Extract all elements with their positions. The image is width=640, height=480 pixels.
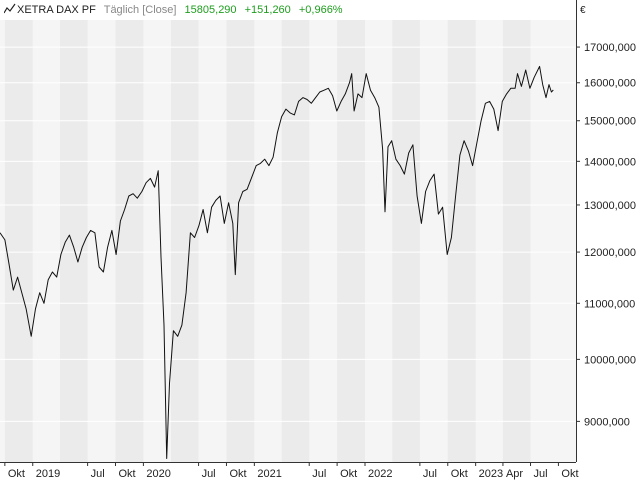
period-label[interactable]: Täglich [Close] xyxy=(103,4,177,16)
x-tick-label: Okt xyxy=(229,468,246,480)
quarter-band xyxy=(281,20,310,462)
y-tick-label: 14000,000 xyxy=(584,156,636,168)
x-tick-label: 2019 xyxy=(36,468,60,480)
quarter-band xyxy=(337,20,366,462)
line-chart-icon[interactable] xyxy=(3,3,16,14)
x-tick-label: Apr xyxy=(506,468,523,480)
x-tick-label: 2021 xyxy=(257,468,281,480)
y-tick-label: 9000,000 xyxy=(584,416,630,428)
y-tick-label: 11000,000 xyxy=(584,298,635,310)
quarter-band xyxy=(115,20,144,462)
quarter-band xyxy=(502,20,531,462)
x-tick-label: Jul xyxy=(423,468,437,480)
symbol-name[interactable]: XETRA DAX PF xyxy=(17,4,96,16)
change-value: +151,260 xyxy=(244,4,291,16)
x-tick-label: Jul xyxy=(534,468,548,480)
x-tick-label: Jul xyxy=(202,468,216,480)
quarter-band xyxy=(392,20,420,462)
quarter-band xyxy=(170,20,199,462)
change-percent: +0,966% xyxy=(298,4,343,16)
chart-axes xyxy=(0,0,577,463)
x-tick-label: Jul xyxy=(312,468,326,480)
y-tick-label: 12000,000 xyxy=(584,247,636,259)
x-axis-tick-labels: Okt 2019 Jul Okt 2020 Jul Okt 2021 Jul Okt 2022 Jul… xyxy=(4,462,579,480)
horizontal-gridlines xyxy=(0,46,580,422)
y-tick-label: 10000,000 xyxy=(584,354,636,366)
y-tick-label: 16000,000 xyxy=(584,78,636,90)
x-tick-label: Okt xyxy=(340,468,357,480)
x-tick-label: 2022 xyxy=(368,468,392,480)
quarter-band xyxy=(447,20,476,462)
y-tick-label: 17000,000 xyxy=(584,42,636,54)
last-value: 15805,290 xyxy=(184,4,237,16)
chart-background-bands xyxy=(0,20,576,462)
currency-symbol: € xyxy=(580,5,586,16)
quarter-band xyxy=(60,20,88,462)
x-tick-label: 2023 xyxy=(479,468,503,480)
quarter-band xyxy=(4,20,33,462)
x-tick-label: Okt xyxy=(561,468,578,480)
x-tick-label: Okt xyxy=(8,468,25,480)
x-tick-label: Okt xyxy=(119,468,136,480)
x-tick-label: 2020 xyxy=(146,468,170,480)
price-series-line xyxy=(0,65,554,459)
quarter-band xyxy=(226,20,255,462)
x-tick-label: Jul xyxy=(91,468,105,480)
y-axis-tick-labels: 9000,000 10000,000 11000,000 12000,000 13000… xyxy=(584,42,636,428)
chart-header: XETRA DAX PF Täglich [Close] 15805,290 +… xyxy=(3,3,348,16)
y-tick-label: 13000,000 xyxy=(584,200,636,212)
y-tick-label: 15000,000 xyxy=(584,116,636,128)
x-tick-label: Okt xyxy=(451,468,468,480)
